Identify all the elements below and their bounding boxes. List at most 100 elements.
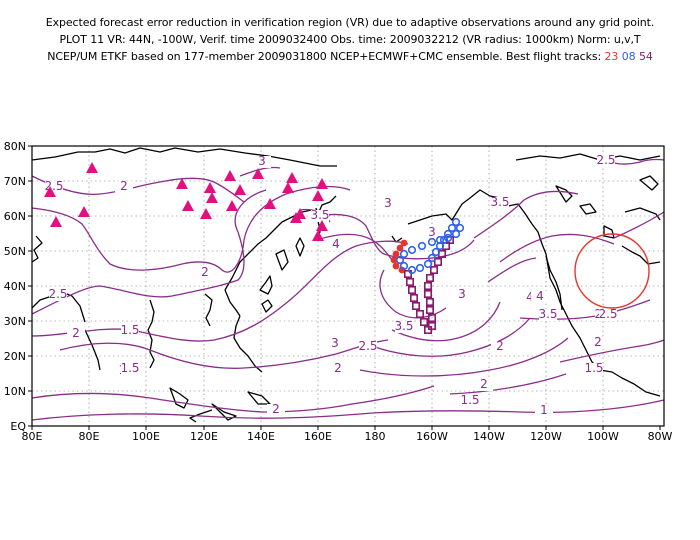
contour-label: 2 [496,339,504,353]
observation-triangle [224,170,236,181]
contour-label: 3.5 [490,195,509,209]
contour-label: 2.5 [358,339,377,353]
contour-label: 4 [332,237,340,251]
y-tick-label: 80N [4,140,26,153]
observation-triangle [264,198,276,209]
observation-triangle [312,190,324,201]
contour-label: 1 [540,403,548,417]
contour-label: 2.5 [44,179,63,193]
track-08-point [451,229,461,239]
observation-triangle [204,182,216,193]
track-54-point [427,313,436,322]
track-23-point [400,239,408,247]
contour-label: 2 [480,377,488,391]
observation-triangle [182,200,194,211]
track-08-point [415,263,425,273]
track-23-point [398,266,406,274]
observation-triangle [176,178,188,189]
title-line-2: PLOT 11 VR: 44N, -100W, Verif. time 2009… [59,33,641,46]
title-line-3-text: NCEP/UM ETKF based on 177-member 2009031… [47,50,602,63]
track-54-point [403,269,412,278]
x-tick-label: 140E [247,430,275,443]
x-tick-label: 120W [530,430,562,443]
track-54-point [433,257,442,266]
x-tick-label: 100W [587,430,619,443]
contour-label: 1.5 [120,323,139,337]
contour-label: 3 [258,154,266,168]
track-54-point [423,289,432,298]
gridlines [32,146,664,426]
observation-triangle [226,200,238,211]
track-08-point [447,223,457,233]
y-tick-label: EQ [10,420,26,433]
title-line-1: Expected forecast error reduction in ver… [45,16,655,29]
x-tick-label: 120E [190,430,218,443]
track-08-point [417,241,427,251]
contour-label: 4 [526,290,534,304]
track-08-point [399,249,409,259]
track-08-point [423,259,433,269]
y-tick-label: 20N [4,350,26,363]
observation-triangle [200,208,212,219]
map-axes: 80E 80E 100E 120E 140E 160E 180 160W 140W 120W 100… [4,140,673,443]
contour-label: 2 [72,326,80,340]
contour-label: 1.5 [460,393,479,407]
track-08-point [395,255,405,265]
verification-region-circle [574,233,650,309]
observation-triangle [316,220,328,231]
y-tick-label: 30N [4,315,26,328]
track-08-label: 08 [621,50,636,63]
y-tick-label: 40N [4,280,26,293]
x-tick-label: 180 [365,430,386,443]
track-23-point [390,256,398,264]
contour-label: 4 [536,289,544,303]
observation-triangle [44,186,56,197]
track-54-label: 54 [638,50,653,63]
track-54-point [425,273,434,282]
track-54-point [407,285,416,294]
x-tick-label: 140W [473,430,505,443]
y-tick-label: 10N [4,385,26,398]
observation-triangle [312,230,324,241]
observation-triangle [286,172,298,183]
contour-label: 1.5 [120,361,139,375]
contour-label: 1.5 [584,361,603,375]
track-08-point [431,247,441,257]
track-08-point [399,261,409,271]
contour-label: 2 [120,179,128,193]
observation-triangle [282,182,294,193]
observation-triangle [252,168,264,179]
track-08-point [407,265,417,275]
contour-label: 3.5 [538,307,557,321]
track-54-point [409,293,418,302]
track-08-point [439,235,449,245]
track-54-point [415,309,424,318]
track-08-point [427,253,437,263]
track-23-point [392,250,400,258]
track-08-point [451,217,461,227]
contour-label: 3 [384,196,392,210]
title-line-3: NCEP/UM ETKF based on 177-member 2009031… [0,48,700,65]
contour-labels: 32.523.532.5223.543.532.522.533.541.521.… [44,153,618,417]
track-54-point [425,297,434,306]
observation-sites [44,162,328,241]
track-08-point [455,223,465,233]
contour-label: 3 [458,287,466,301]
x-tick-label: 100E [132,430,160,443]
track-23-label: 23 [604,50,619,63]
x-tick-label: 80E [79,430,100,443]
contour-label: 3.5 [310,208,329,222]
contour-label: 3.5 [394,319,413,333]
y-tick-label: 70N [4,175,26,188]
observation-triangle [316,178,328,189]
observation-triangle [290,212,302,223]
y-tick-label: 50N [4,245,26,258]
contour-label: 2 [594,335,602,349]
track-54-point [429,265,438,274]
track-23-point [392,262,400,270]
contour-label: 2.5 [596,153,615,167]
track-54-point [419,317,428,326]
contour-label: 3 [428,225,436,239]
observation-triangle [206,192,218,203]
